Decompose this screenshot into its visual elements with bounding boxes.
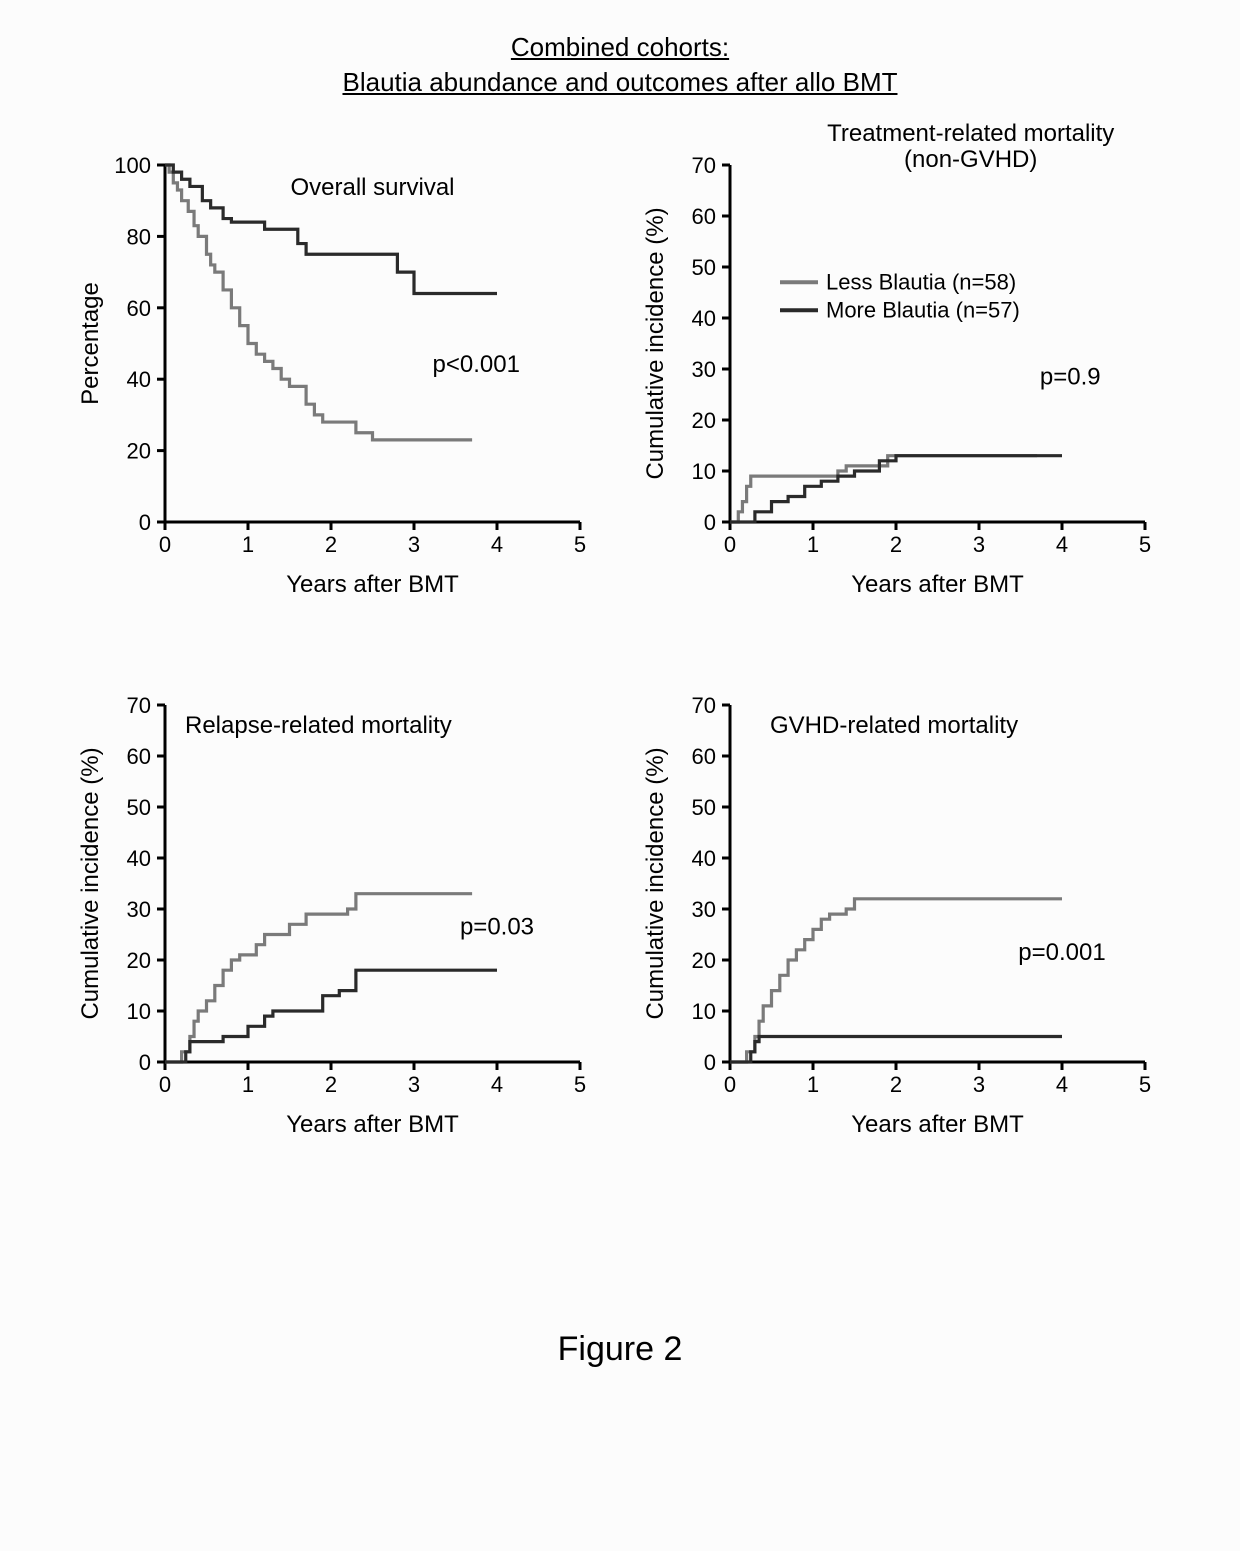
svg-text:20: 20 bbox=[692, 948, 716, 973]
svg-text:0: 0 bbox=[724, 532, 736, 557]
svg-text:4: 4 bbox=[491, 532, 503, 557]
chart-gvhd: 0 10 20 30 40 50 60 70 0 1 2 3 4 5 Years after BMT Cumu… bbox=[635, 650, 1165, 1150]
svg-text:Percentage: Percentage bbox=[77, 282, 104, 405]
svg-text:70: 70 bbox=[692, 693, 716, 718]
svg-text:(non-GVHD): (non-GVHD) bbox=[904, 146, 1037, 173]
svg-text:Years after BMT: Years after BMT bbox=[851, 1111, 1024, 1138]
chart-relapse: 0 10 20 30 40 50 60 70 0 1 2 3 4 5 Years after BMT Cumu… bbox=[70, 650, 600, 1150]
svg-text:40: 40 bbox=[127, 846, 151, 871]
svg-text:p=0.03: p=0.03 bbox=[460, 914, 534, 941]
svg-text:70: 70 bbox=[127, 693, 151, 718]
figure-caption: Figure 2 bbox=[50, 1330, 1190, 1369]
svg-text:3: 3 bbox=[408, 1072, 420, 1097]
svg-text:Overall survival: Overall survival bbox=[290, 174, 454, 201]
svg-text:p<0.001: p<0.001 bbox=[433, 351, 520, 378]
svg-text:Years after BMT: Years after BMT bbox=[286, 571, 459, 598]
svg-text:Cumulative incidence (%): Cumulative incidence (%) bbox=[642, 748, 669, 1020]
svg-text:2: 2 bbox=[325, 532, 337, 557]
panel-relapse: 0 10 20 30 40 50 60 70 0 1 2 3 4 5 Years after BMT Cumu… bbox=[70, 650, 600, 1150]
svg-text:30: 30 bbox=[127, 897, 151, 922]
panel-trm: 0 10 20 30 40 50 60 70 0 1 2 3 4 5 Years after BMT Cumu… bbox=[635, 110, 1165, 610]
svg-text:0: 0 bbox=[704, 1050, 716, 1075]
svg-text:20: 20 bbox=[127, 948, 151, 973]
chart-trm: 0 10 20 30 40 50 60 70 0 1 2 3 4 5 Years after BMT Cumu… bbox=[635, 110, 1165, 610]
svg-text:80: 80 bbox=[127, 225, 151, 250]
svg-text:4: 4 bbox=[491, 1072, 503, 1097]
svg-text:p=0.9: p=0.9 bbox=[1040, 363, 1101, 390]
svg-text:Years after BMT: Years after BMT bbox=[851, 571, 1024, 598]
svg-text:Less Blautia (n=58): Less Blautia (n=58) bbox=[826, 269, 1016, 294]
svg-text:0: 0 bbox=[724, 1072, 736, 1097]
main-title-line1: Combined cohorts: bbox=[511, 32, 729, 62]
svg-text:5: 5 bbox=[1139, 1072, 1151, 1097]
svg-text:3: 3 bbox=[973, 532, 985, 557]
svg-text:5: 5 bbox=[1139, 532, 1151, 557]
svg-text:40: 40 bbox=[692, 306, 716, 331]
svg-text:1: 1 bbox=[807, 532, 819, 557]
panel-gvhd: 0 10 20 30 40 50 60 70 0 1 2 3 4 5 Years after BMT Cumu… bbox=[635, 650, 1165, 1150]
svg-text:50: 50 bbox=[692, 795, 716, 820]
svg-text:Years after BMT: Years after BMT bbox=[286, 1111, 459, 1138]
svg-text:Cumulative incidence (%): Cumulative incidence (%) bbox=[642, 208, 669, 480]
svg-text:70: 70 bbox=[692, 153, 716, 178]
svg-text:5: 5 bbox=[574, 532, 586, 557]
svg-text:100: 100 bbox=[114, 153, 151, 178]
svg-text:4: 4 bbox=[1056, 532, 1068, 557]
main-title-line2: Blautia abundance and outcomes after all… bbox=[342, 67, 897, 97]
svg-text:4: 4 bbox=[1056, 1072, 1068, 1097]
svg-text:1: 1 bbox=[242, 1072, 254, 1097]
svg-text:p=0.001: p=0.001 bbox=[1018, 939, 1105, 966]
svg-text:30: 30 bbox=[692, 357, 716, 382]
panel-grid: 020406080100012345Years after BMTPercent… bbox=[70, 110, 1170, 1150]
svg-text:3: 3 bbox=[408, 532, 420, 557]
svg-text:2: 2 bbox=[325, 1072, 337, 1097]
svg-text:10: 10 bbox=[692, 459, 716, 484]
svg-text:1: 1 bbox=[807, 1072, 819, 1097]
svg-text:0: 0 bbox=[159, 532, 171, 557]
figure-wrap: Combined cohorts: Blautia abundance and … bbox=[0, 0, 1240, 1369]
svg-text:10: 10 bbox=[692, 999, 716, 1024]
main-title: Combined cohorts: Blautia abundance and … bbox=[50, 30, 1190, 100]
svg-text:Treatment-related mortality: Treatment-related mortality bbox=[827, 120, 1114, 147]
svg-text:3: 3 bbox=[973, 1072, 985, 1097]
svg-text:Relapse-related mortality: Relapse-related mortality bbox=[185, 712, 452, 739]
svg-text:50: 50 bbox=[127, 795, 151, 820]
svg-text:More Blautia (n=57): More Blautia (n=57) bbox=[826, 297, 1020, 322]
svg-text:5: 5 bbox=[574, 1072, 586, 1097]
svg-text:40: 40 bbox=[127, 367, 151, 392]
svg-text:30: 30 bbox=[692, 897, 716, 922]
svg-text:60: 60 bbox=[127, 296, 151, 321]
svg-text:60: 60 bbox=[127, 744, 151, 769]
svg-text:60: 60 bbox=[692, 204, 716, 229]
svg-text:40: 40 bbox=[692, 846, 716, 871]
svg-text:50: 50 bbox=[692, 255, 716, 280]
svg-text:GVHD-related mortality: GVHD-related mortality bbox=[770, 712, 1018, 739]
svg-text:1: 1 bbox=[242, 532, 254, 557]
svg-text:0: 0 bbox=[159, 1072, 171, 1097]
svg-text:2: 2 bbox=[890, 1072, 902, 1097]
svg-text:20: 20 bbox=[127, 439, 151, 464]
svg-text:10: 10 bbox=[127, 999, 151, 1024]
svg-text:2: 2 bbox=[890, 532, 902, 557]
svg-text:20: 20 bbox=[692, 408, 716, 433]
svg-text:0: 0 bbox=[139, 510, 151, 535]
panel-overall-survival: 0 20 40 60 80 100 0 1 2 3 4 5 Years after BMT Percent… bbox=[70, 110, 600, 610]
chart-overall-survival: 0 20 40 60 80 100 0 1 2 3 4 5 Years after BMT Percent… bbox=[70, 110, 600, 610]
svg-text:60: 60 bbox=[692, 744, 716, 769]
svg-text:0: 0 bbox=[139, 1050, 151, 1075]
svg-text:Cumulative incidence (%): Cumulative incidence (%) bbox=[77, 748, 104, 1020]
svg-text:0: 0 bbox=[704, 510, 716, 535]
